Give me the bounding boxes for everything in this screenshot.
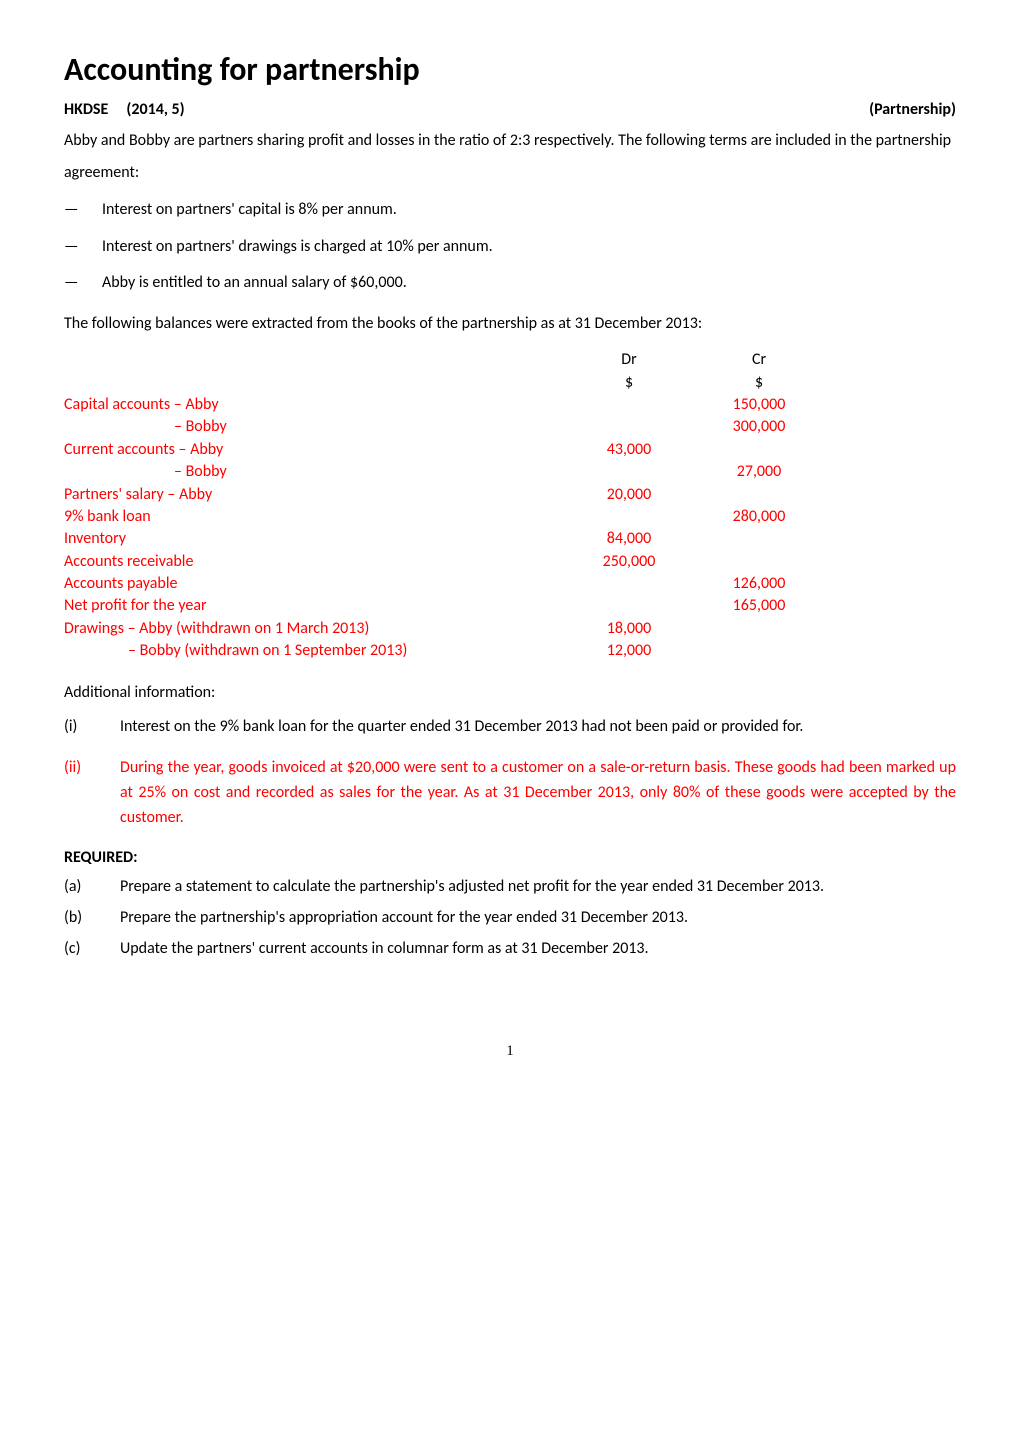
table-row: Capital accounts – Abby 150,000 (64, 394, 956, 416)
row-cr: 27,000 (694, 461, 824, 483)
row-dr: 18,000 (564, 618, 694, 640)
list-item: — Abby is entitled to an annual salary o… (64, 272, 956, 294)
additional-item-text: Interest on the 9% bank loan for the qua… (120, 715, 803, 740)
table-row: Accounts payable 126,000 (64, 573, 956, 595)
col-header-dr: Dr (564, 349, 694, 371)
table-row: – Bobby 27,000 (64, 461, 956, 483)
row-label: Current accounts – Abby (64, 439, 564, 461)
intro-paragraph: Abby and Bobby are partners sharing prof… (64, 125, 956, 189)
row-dr: 12,000 (564, 640, 694, 662)
table-row: Accounts receivable250,000 (64, 551, 956, 573)
col-unit-dr: $ (564, 372, 694, 394)
col-unit-cr: $ (694, 372, 824, 394)
table-row: – Bobby 300,000 (64, 416, 956, 438)
col-header-cr: Cr (694, 349, 824, 371)
table-unit-row: $ $ (64, 372, 956, 394)
row-dr: 84,000 (564, 528, 694, 550)
list-item-text: Abby is entitled to an annual salary of … (102, 272, 407, 294)
required-item: (a) Prepare a statement to calculate the … (64, 875, 956, 900)
row-label: – Bobby (64, 461, 564, 483)
required-item-text: Prepare a statement to calculate the par… (120, 875, 824, 900)
dash-icon: — (64, 236, 82, 258)
required-item-text: Prepare the partnership's appropriation … (120, 906, 688, 931)
row-dr: 43,000 (564, 439, 694, 461)
additional-info-heading: Additional information: (64, 681, 956, 706)
row-cr: 280,000 (694, 506, 824, 528)
table-row: – Bobby (withdrawn on 1 September 2013)1… (64, 640, 956, 662)
additional-item-text: During the year, goods invoiced at $20,0… (120, 756, 956, 830)
exam-header: HKDSE (2014, 5) (Partnership) (64, 99, 956, 121)
agreement-terms-list: — Interest on partners' capital is 8% pe… (64, 199, 956, 294)
row-label: Accounts payable (64, 573, 564, 595)
row-cr: 150,000 (694, 394, 824, 416)
required-item-letter: (b) (64, 906, 96, 931)
dash-icon: — (64, 199, 82, 221)
list-item: — Interest on partners' drawings is char… (64, 236, 956, 258)
table-header-row: Dr Cr (64, 349, 956, 371)
required-item: (b) Prepare the partnership's appropriati… (64, 906, 956, 931)
table-row: Inventory84,000 (64, 528, 956, 550)
row-label: Net profit for the year (64, 595, 564, 617)
row-dr: 20,000 (564, 484, 694, 506)
row-cr: 300,000 (694, 416, 824, 438)
dash-icon: — (64, 272, 82, 294)
row-label: Capital accounts – Abby (64, 394, 564, 416)
table-row: Drawings – Abby (withdrawn on 1 March 20… (64, 618, 956, 640)
additional-item-number: (ii) (64, 756, 96, 830)
exam-board: HKDSE (64, 100, 108, 119)
row-label: Drawings – Abby (withdrawn on 1 March 20… (64, 618, 564, 640)
table-row: 9% bank loan 280,000 (64, 506, 956, 528)
page-title: Accounting for partnership (64, 48, 956, 93)
required-heading: REQUIRED: (64, 847, 956, 869)
row-label: Accounts receivable (64, 551, 564, 573)
table-row: Net profit for the year 165,000 (64, 595, 956, 617)
additional-item: (i) Interest on the 9% bank loan for the … (64, 715, 956, 740)
list-item-text: Interest on partners' drawings is charge… (102, 236, 493, 258)
row-label: – Bobby (64, 416, 564, 438)
exam-ref: (2014, 5) (126, 100, 184, 119)
balances-table: Dr Cr $ $ Capital accounts – Abby 150,000… (64, 349, 956, 662)
row-label: Partners' salary – Abby (64, 484, 564, 506)
additional-item-number: (i) (64, 715, 96, 740)
additional-item: (ii) During the year, goods invoiced at $… (64, 756, 956, 830)
required-item-letter: (c) (64, 937, 96, 962)
row-label: 9% bank loan (64, 506, 564, 528)
page-number: 1 (64, 1041, 956, 1062)
exam-topic: (Partnership) (869, 99, 956, 121)
list-item-text: Interest on partners' capital is 8% per … (102, 199, 397, 221)
row-label: Inventory (64, 528, 564, 550)
row-cr: 165,000 (694, 595, 824, 617)
required-item: (c) Update the partners' current accounts… (64, 937, 956, 962)
table-row: Current accounts – Abby43,000 (64, 439, 956, 461)
row-cr: 126,000 (694, 573, 824, 595)
balances-intro: The following balances were extracted fr… (64, 312, 956, 337)
list-item: — Interest on partners' capital is 8% pe… (64, 199, 956, 221)
row-label: – Bobby (withdrawn on 1 September 2013) (64, 640, 564, 662)
required-item-text: Update the partners' current accounts in… (120, 937, 649, 962)
required-item-letter: (a) (64, 875, 96, 900)
row-dr: 250,000 (564, 551, 694, 573)
table-row: Partners' salary – Abby20,000 (64, 484, 956, 506)
